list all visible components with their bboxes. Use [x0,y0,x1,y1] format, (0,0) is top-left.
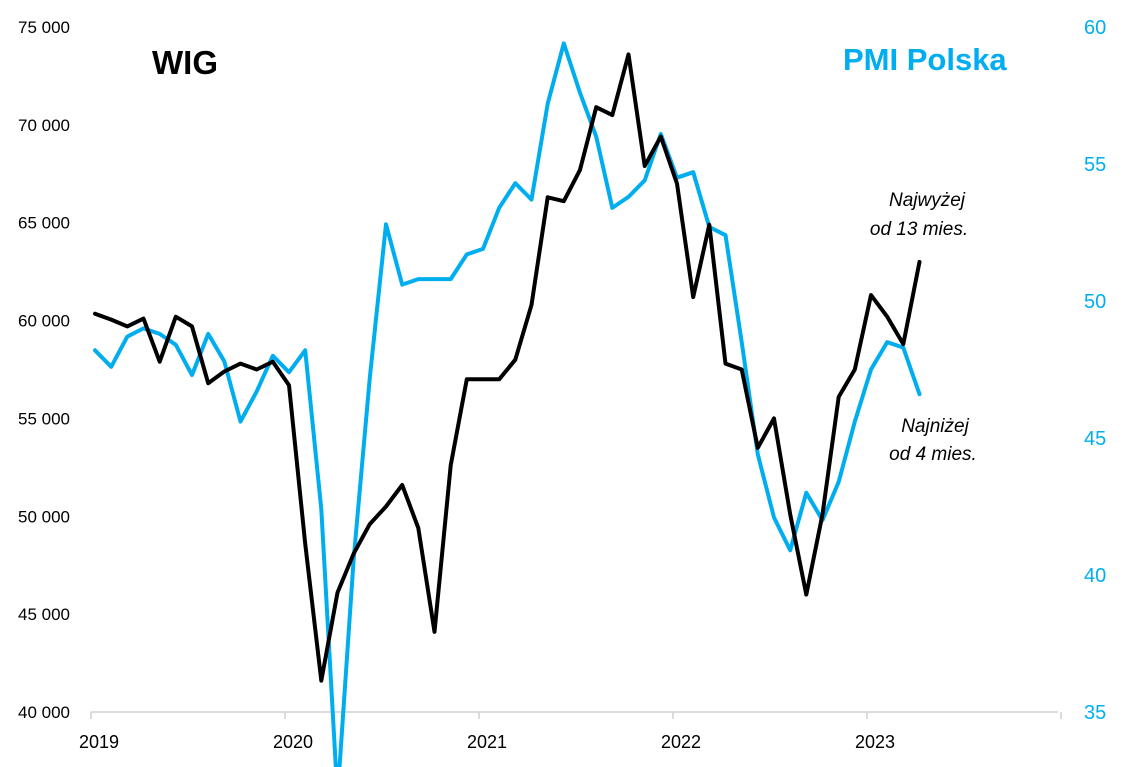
series-line-wig [93,52,922,683]
y-left-tick: 50 000 [18,507,70,526]
series-line-pmi [93,41,922,767]
x-tick-label: 2021 [467,732,507,752]
y-right-tick: 45 [1084,428,1106,450]
annotation-high-line1: Najwyżej [889,190,966,211]
y-left-ticks: 40 000 45 000 50 000 55 000 60 000 65 00… [18,18,70,722]
annotation-low-line1: Najniżej [901,416,969,437]
y-left-tick: 55 000 [18,409,70,428]
y-right-ticks: 35 40 45 50 55 60 [1084,17,1106,724]
annotation-high-line2: od 13 mies. [870,219,968,240]
y-left-tick: 60 000 [18,312,70,331]
y-left-tick: 45 000 [18,605,70,624]
y-right-tick: 55 [1084,154,1106,176]
series-label-pmi: PMI Polska [843,42,1007,77]
y-right-tick: 50 [1084,291,1106,313]
x-ticks: 2019 2020 2021 2022 2023 [79,732,895,752]
x-tick-label: 2020 [273,732,313,752]
x-tick-label: 2023 [855,732,895,752]
series-label-wig: WIG [152,44,218,81]
y-left-tick: 40 000 [18,703,70,722]
y-left-tick: 75 000 [18,18,70,37]
y-left-tick: 70 000 [18,116,70,135]
x-tick-label: 2019 [79,732,119,752]
x-tick-label: 2022 [661,732,701,752]
x-tick-marks [90,712,1062,719]
y-right-tick: 35 [1084,702,1106,724]
y-right-tick: 40 [1084,565,1106,587]
y-right-tick: 60 [1084,17,1106,39]
annotation-low-line2: od 4 mies. [889,444,977,465]
y-left-tick: 65 000 [18,214,70,233]
